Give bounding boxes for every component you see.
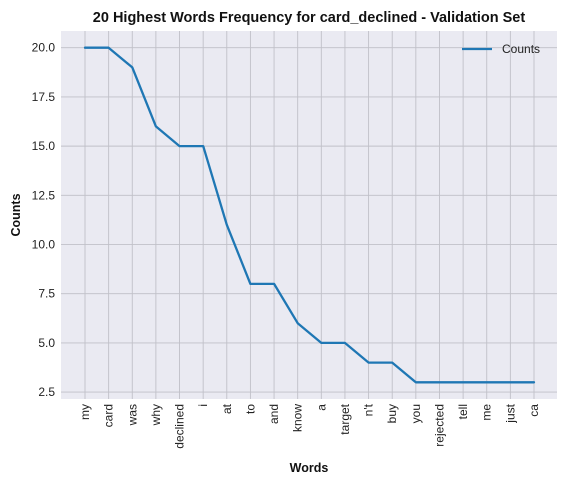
x-tick-label: a: [314, 404, 328, 411]
x-tick-label: n't: [362, 403, 376, 416]
x-tick-label: buy: [385, 404, 399, 423]
y-tick-label: 10.0: [32, 238, 56, 252]
legend-label: Counts: [502, 42, 540, 56]
legend: Counts: [462, 42, 540, 56]
x-tick-label: i: [196, 404, 210, 407]
plot-area: [61, 31, 557, 399]
x-tick-label: my: [78, 404, 92, 420]
y-tick-label: 12.5: [32, 188, 56, 202]
y-tick-label: 2.5: [38, 385, 55, 399]
x-tick-label: just: [503, 403, 517, 423]
y-tick-label: 7.5: [38, 287, 55, 301]
y-tick-label: 17.5: [32, 90, 56, 104]
x-tick-label: card: [102, 404, 116, 427]
x-tick-label: and: [267, 404, 281, 424]
y-axis-label: Counts: [9, 193, 23, 236]
x-tick-label: know: [291, 404, 305, 432]
x-tick-labels: my card was why declined i at to and know a target n…: [78, 403, 541, 448]
x-tick-label: you: [409, 404, 423, 423]
series-line-counts: [83, 46, 536, 384]
x-tick-label: to: [243, 404, 257, 414]
y-tick-label: 15.0: [32, 139, 56, 153]
x-tick-label: rejected: [432, 404, 446, 447]
y-tick-label: 5.0: [38, 336, 55, 350]
chart-title: 20 Highest Words Frequency for card_decl…: [93, 10, 526, 26]
x-tick-label: at: [220, 403, 234, 414]
x-tick-label: ca: [527, 404, 541, 417]
y-tick-label: 20.0: [32, 41, 56, 55]
x-tick-label: me: [480, 404, 494, 421]
grid: [61, 31, 557, 399]
x-tick-label: target: [338, 403, 352, 434]
x-axis-label: Words: [290, 461, 329, 475]
x-tick-label: was: [125, 404, 139, 426]
x-tick-label: why: [149, 404, 163, 426]
x-tick-label: tell: [456, 404, 470, 419]
x-tick-label: declined: [173, 404, 187, 449]
y-tick-labels: 2.5 5.0 7.5 10.0 12.5 15.0 17.5 20.0: [32, 41, 56, 399]
